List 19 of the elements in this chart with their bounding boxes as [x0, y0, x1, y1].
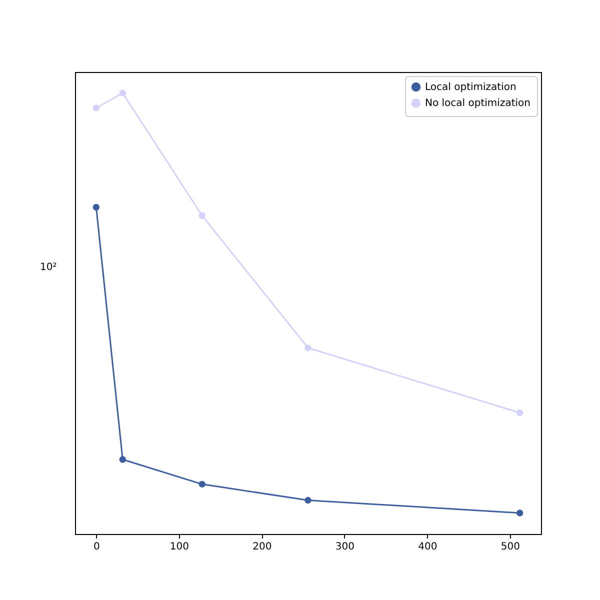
legend-label: No local optimization [425, 98, 530, 109]
legend-label: Local optimization [425, 82, 516, 93]
x-tick-label: 200 [252, 542, 272, 552]
x-tick-label: 100 [170, 542, 189, 552]
x-tick-label: 300 [335, 542, 354, 552]
point [198, 480, 206, 488]
point [516, 409, 524, 416]
x-tick-label: 400 [418, 542, 438, 552]
point [198, 212, 206, 219]
point [119, 90, 126, 96]
text: 10² [40, 262, 57, 273]
point [92, 104, 100, 112]
point [119, 456, 126, 463]
x-tick-label: 500 [500, 542, 520, 552]
point [304, 496, 312, 504]
point [92, 204, 100, 211]
point [304, 344, 312, 352]
x-tick-label: 0 [93, 542, 100, 552]
point [516, 510, 524, 516]
